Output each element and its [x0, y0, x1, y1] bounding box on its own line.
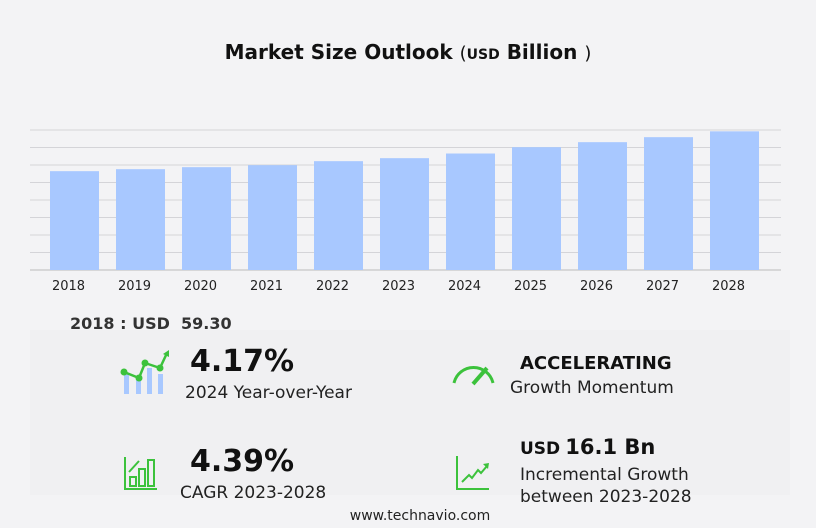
footer-url[interactable]: www.technavio.com [349, 508, 491, 524]
bar-2019 [116, 169, 165, 270]
x-tick-label: 2025 [514, 279, 547, 294]
bar-2022 [314, 161, 363, 270]
bar-2028 [710, 131, 759, 270]
incremental-label-2: between 2023-2028 [520, 487, 692, 507]
bar-2021 [248, 165, 297, 270]
bar-2024 [446, 153, 495, 270]
incremental-value: USD 16.1 Bn [520, 435, 655, 459]
speedometer-icon [452, 366, 495, 386]
title-paren-open: ( [459, 43, 467, 64]
title-unit-word: Billion [506, 40, 578, 64]
x-tick-label: 2020 [184, 279, 217, 294]
chart-title: Market Size Outlook (USD Billion ) [0, 40, 816, 64]
yoy-label: 2024 Year-over-Year [185, 383, 352, 403]
yoy-value: 4.17% [190, 344, 295, 379]
x-tick-label: 2023 [382, 279, 415, 294]
bar-2018 [50, 171, 99, 270]
trend-line-icon [456, 456, 489, 490]
base-year-label: 2018 : USD 59.30 [70, 314, 232, 333]
bar-2023 [380, 158, 429, 270]
x-tick-label: 2021 [250, 279, 283, 294]
x-tick-label: 2022 [316, 279, 349, 294]
incremental-label-1: Incremental Growth [520, 465, 689, 485]
x-tick-label: 2026 [580, 279, 613, 294]
bar-chart: 2018 2019 2020 2021 2022 2023 2024 2025 2026 2027… [30, 129, 781, 294]
bar-2027 [644, 137, 693, 270]
title-main: Market Size Outlook [224, 40, 453, 64]
incremental-unit: USD [520, 439, 561, 459]
momentum-value: ACCELERATING [520, 353, 672, 374]
title-unit: USD [466, 47, 500, 63]
cagr-value: 4.39% [190, 444, 295, 479]
incremental-amount: 16.1 Bn [565, 435, 656, 459]
growth-chart-icon [120, 350, 169, 394]
bar-2020 [182, 167, 231, 270]
cagr-label: CAGR 2023-2028 [180, 483, 327, 503]
momentum-label: Growth Momentum [510, 378, 674, 398]
x-tick-label: 2027 [646, 279, 679, 294]
bar-2025 [512, 147, 561, 270]
stats-panel [30, 330, 790, 495]
title-paren-close: ) [584, 43, 592, 64]
bar-growth-icon [124, 457, 157, 490]
x-tick-label: 2018 [52, 279, 85, 294]
x-tick-label: 2024 [448, 279, 481, 294]
x-tick-label: 2019 [118, 279, 151, 294]
x-tick-label: 2028 [712, 279, 745, 294]
bar-2026 [578, 142, 627, 270]
